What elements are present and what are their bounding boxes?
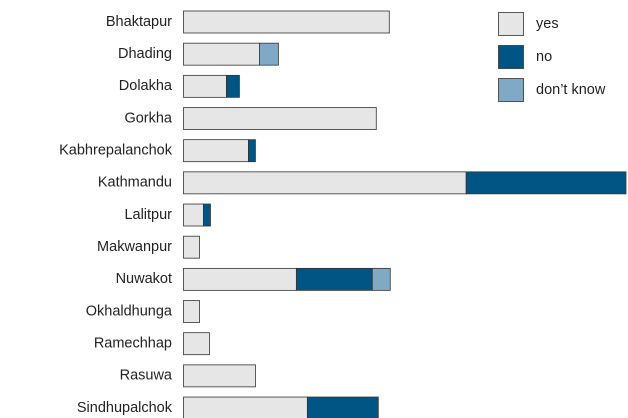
bar-segment (371, 267, 391, 291)
bar-segment (465, 171, 627, 195)
bar-segment (183, 364, 256, 388)
category-label: Okhaldhunga (86, 303, 173, 319)
bar-segment (306, 396, 379, 418)
legend-swatch (498, 78, 524, 102)
bar-segment (183, 171, 467, 195)
legend-label: don’t know (536, 82, 606, 98)
category-label: Lalitpur (124, 207, 172, 223)
bar-segment (183, 42, 260, 66)
bar-segment (183, 203, 204, 227)
bar-segment (248, 139, 256, 163)
category-label: Gorkha (124, 110, 172, 126)
bar-segment (226, 74, 240, 98)
bar-segment (183, 396, 308, 418)
bar-segment (183, 107, 377, 130)
bar-segment (183, 235, 200, 259)
bar-segment (203, 203, 211, 227)
category-label: Nuwakot (116, 271, 172, 287)
category-label: Kabhrepalanchok (59, 143, 173, 159)
category-label: Dhading (118, 46, 172, 62)
category-label: Dolakha (119, 78, 173, 94)
legend-swatch (498, 12, 524, 36)
bar-segment (259, 42, 279, 66)
legend-label: yes (536, 16, 559, 32)
category-label: Makwanpur (97, 239, 172, 255)
legend-label: no (536, 49, 552, 65)
bar-segment (183, 332, 210, 356)
legend-swatch (498, 45, 524, 69)
bar-segment (295, 267, 373, 291)
bar-segment (183, 300, 200, 323)
category-label: Ramechhap (94, 336, 172, 352)
category-label: Sindhupalchok (77, 400, 173, 416)
category-label: Rasuwa (120, 368, 173, 384)
bar-segment (183, 10, 390, 34)
category-label: Kathmandu (98, 175, 172, 191)
category-label: Bhaktapur (106, 14, 172, 30)
bar-segment (183, 267, 297, 291)
bar-segment (183, 139, 249, 163)
bar-segment (183, 74, 227, 98)
